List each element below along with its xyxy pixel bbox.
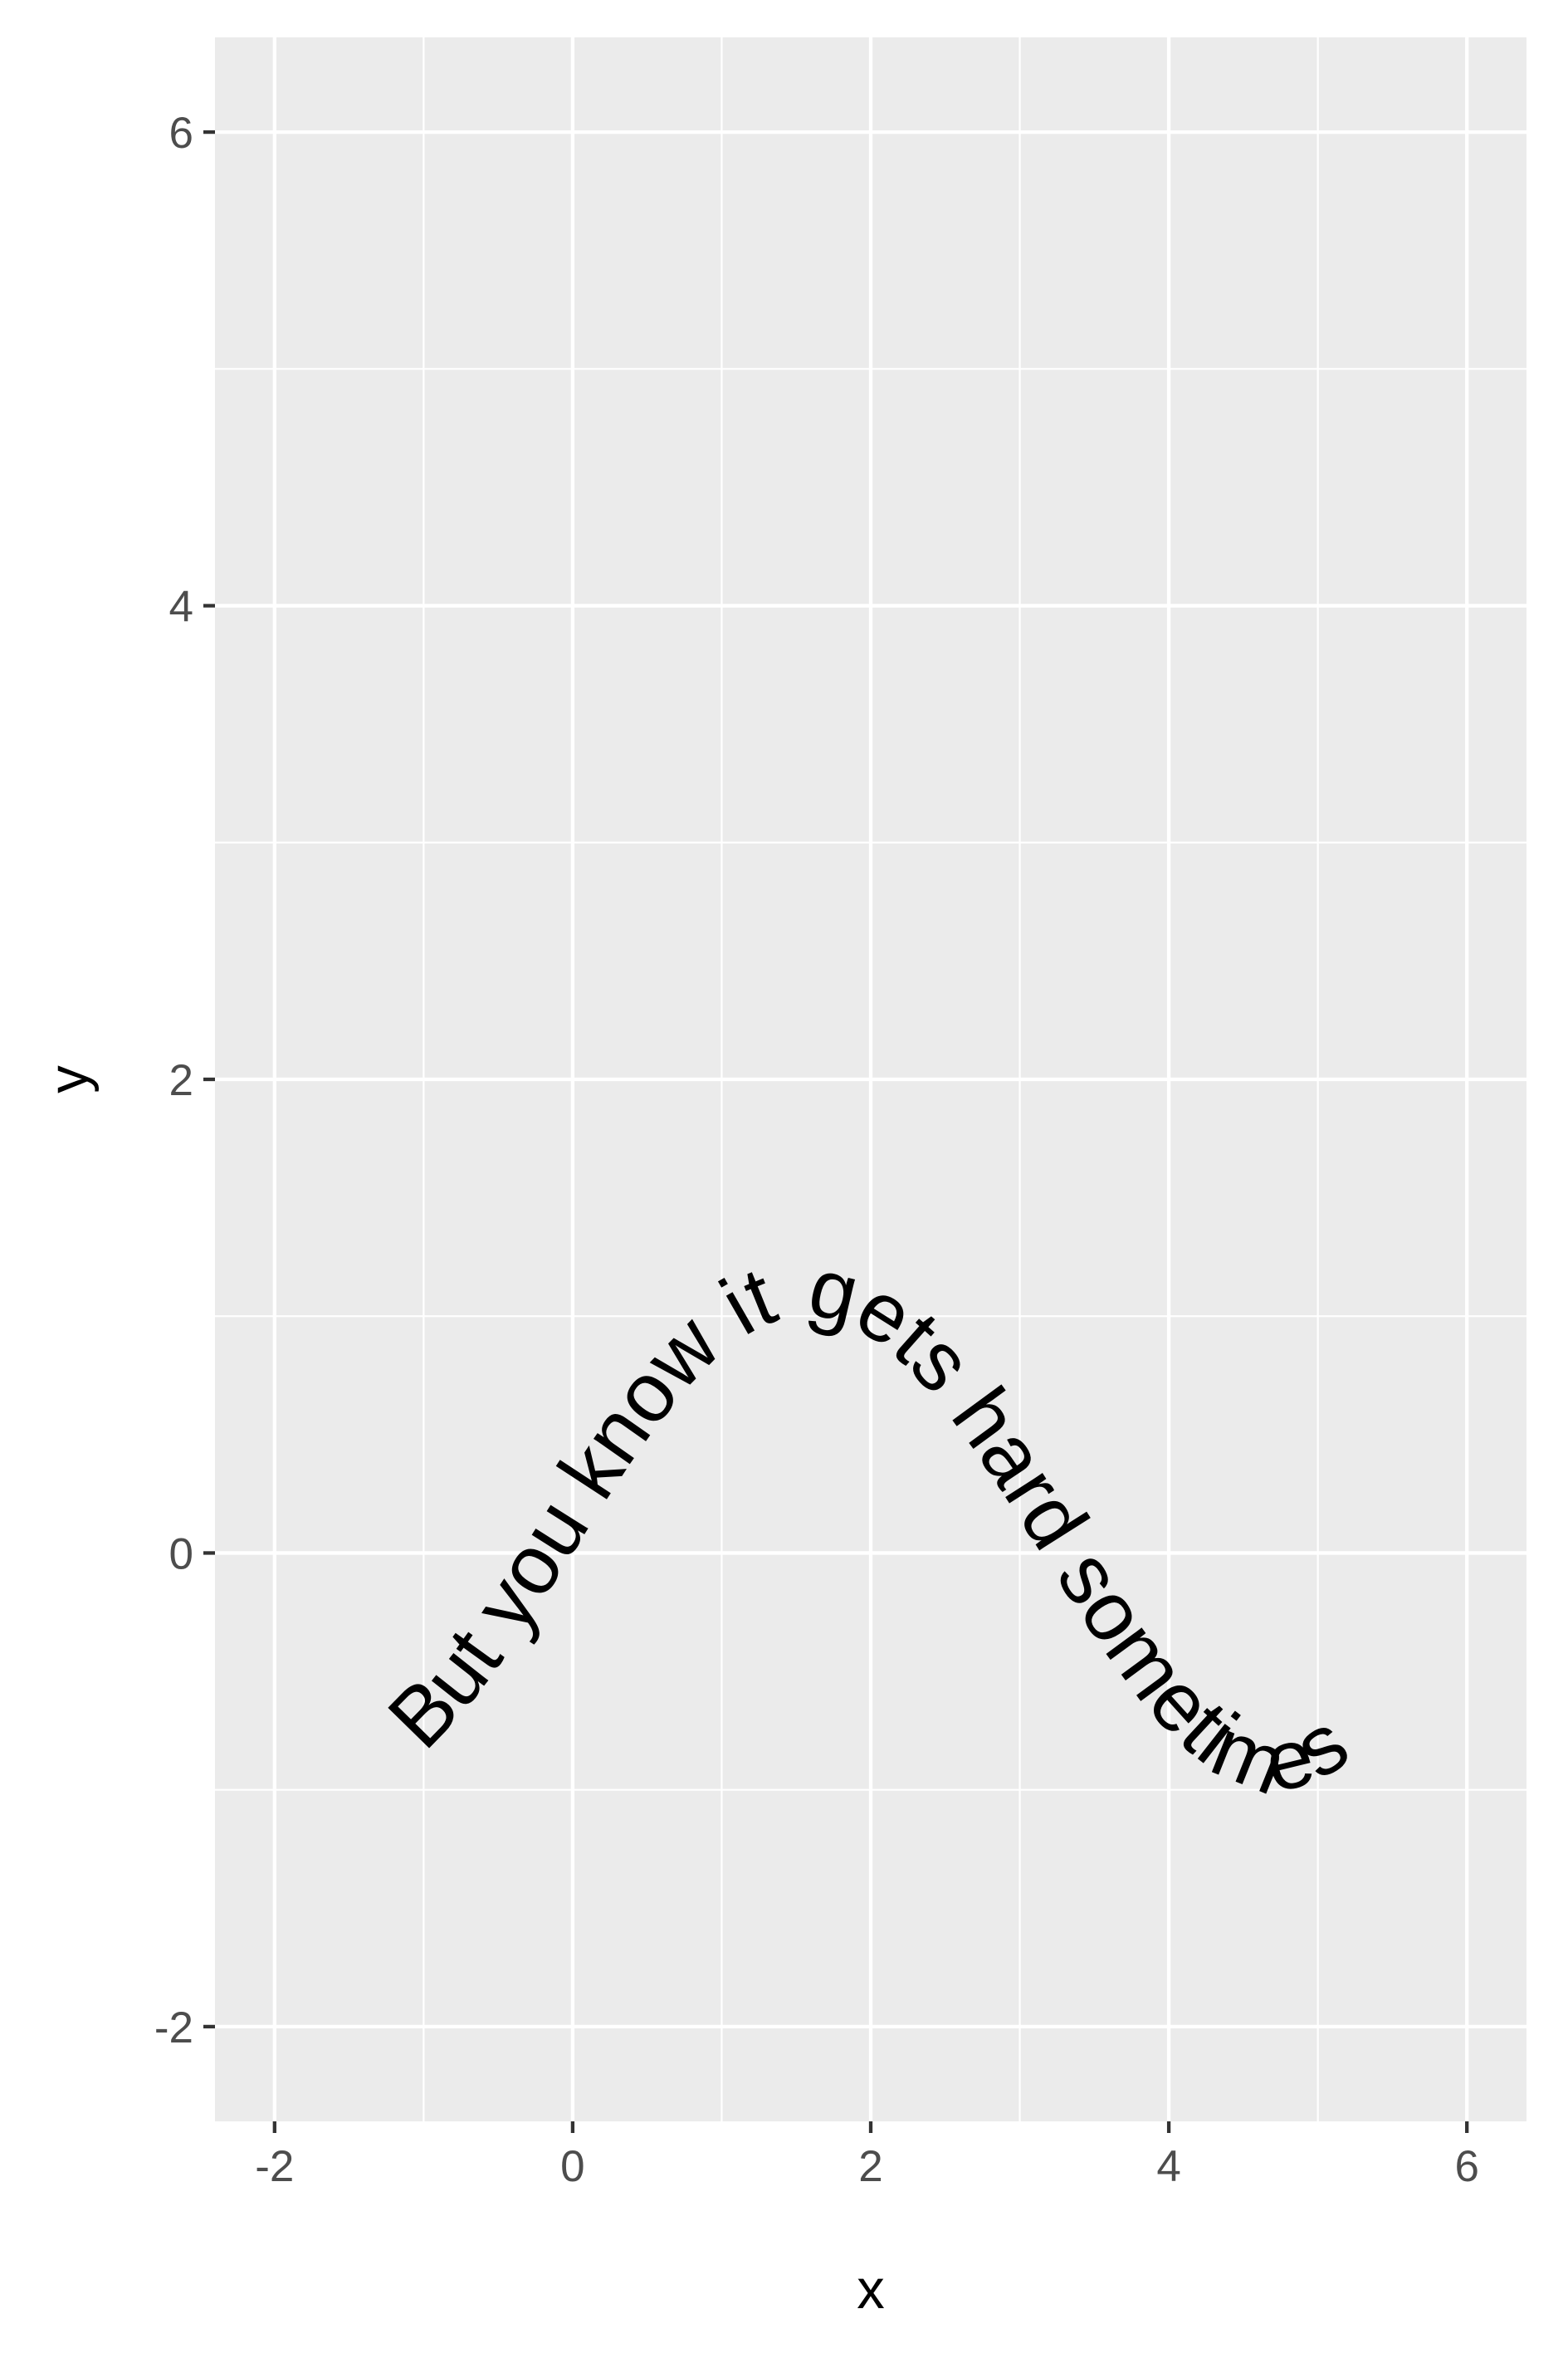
y-tick-label: 4 <box>169 583 193 632</box>
y-tick-label: 2 <box>169 1056 193 1105</box>
major-gridlines <box>215 37 1526 2121</box>
y-axis-title: y <box>37 1065 100 1093</box>
y-tick-label: -2 <box>154 2003 193 2052</box>
x-tick-label: 0 <box>560 2142 584 2191</box>
y-tick-label: 6 <box>169 109 193 158</box>
x-tick-label: -2 <box>255 2142 294 2191</box>
x-tick-label: 6 <box>1454 2142 1478 2191</box>
x-axis: -2 0 2 4 6 <box>255 2121 1479 2191</box>
x-tick-label: 2 <box>858 2142 882 2191</box>
x-axis-title: x <box>857 2258 885 2321</box>
y-tick-label: 0 <box>169 1529 193 1578</box>
x-tick-label: 4 <box>1156 2142 1180 2191</box>
y-axis: -2 0 2 4 6 <box>154 109 215 2052</box>
